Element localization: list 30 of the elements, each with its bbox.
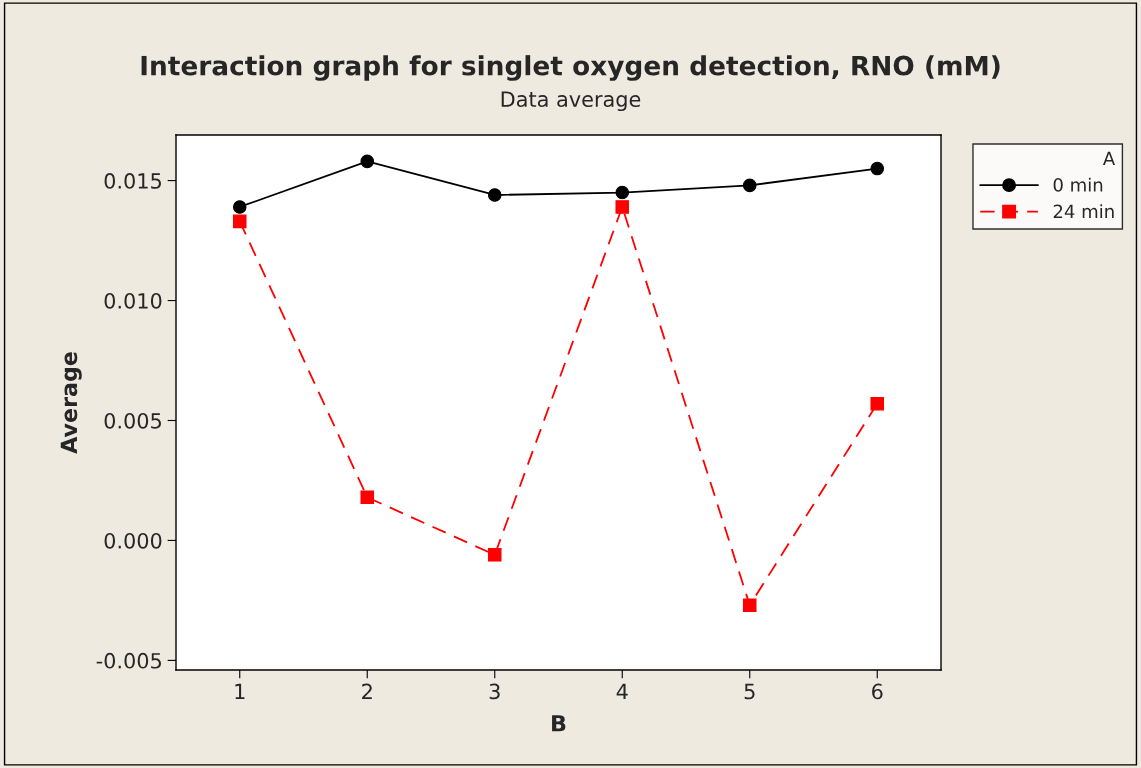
point: [742, 598, 757, 612]
x-tick-label: 2: [362, 683, 372, 700]
y-tick-label: -0.005: [96, 652, 161, 669]
point: [870, 396, 885, 411]
y-axis-title: Average: [60, 352, 82, 454]
x-tick-label: 1: [235, 683, 245, 700]
x-tick-label: 5: [744, 683, 755, 700]
y-tick-label: 0.005: [104, 412, 161, 429]
legend-title: A: [1102, 151, 1116, 165]
point: [615, 185, 630, 200]
x-tick-label: 4: [616, 683, 628, 700]
point: [742, 178, 757, 193]
chart-title: Interaction graph for singlet oxygen detection, RNO (mM): [141, 55, 1000, 81]
y-tick-label: 0.015: [104, 173, 161, 189]
point: [232, 214, 247, 229]
legend-label: 0 min: [1053, 177, 1103, 192]
y-tick-label: 0.000: [104, 532, 162, 549]
x-tick-label: 3: [489, 683, 500, 700]
point: [487, 548, 502, 562]
point: [487, 188, 502, 202]
point: [360, 154, 375, 169]
point: [360, 490, 375, 505]
point: [870, 161, 885, 176]
x-tick-label: 6: [872, 683, 883, 700]
point: [615, 200, 630, 214]
point: [232, 200, 247, 214]
chart-subtitle: Data average: [501, 91, 641, 112]
y-tick-label: 0.010: [104, 292, 162, 309]
x-axis-title: B: [552, 715, 566, 732]
legend-label: 24 min: [1053, 204, 1114, 218]
